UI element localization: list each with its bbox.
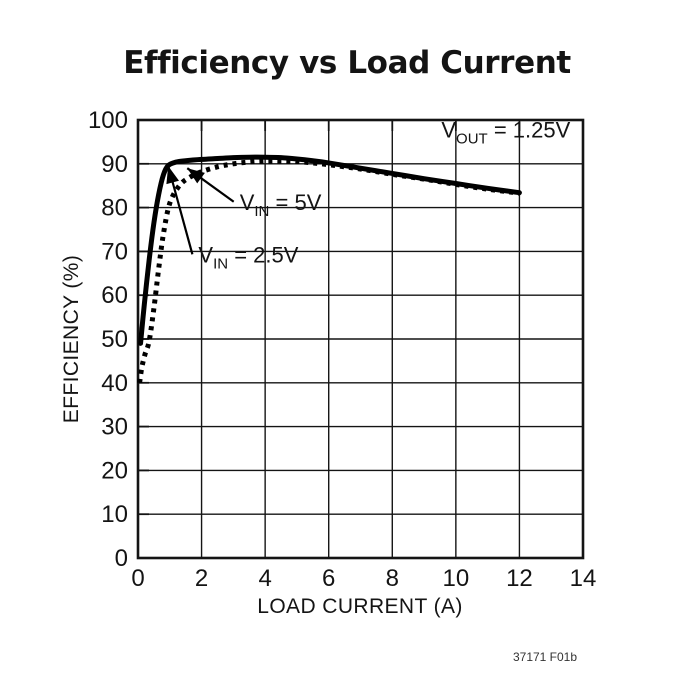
x-tick-label: 0 [131, 565, 144, 592]
page-title: Efficiency vs Load Current [123, 45, 571, 81]
x-tick-label: 8 [386, 565, 399, 592]
y-tick-label: 100 [88, 107, 128, 134]
annotation-arrowhead [166, 166, 179, 185]
annotation-vin5-label: VIN = 5V [186, 167, 322, 220]
x-tick-label: 10 [443, 565, 470, 592]
data-series-layer [137, 154, 522, 384]
annotation-layer: VOUT = 1.25V VIN = 5V VIN = 2.5V [166, 118, 571, 272]
x-tick-labels: 0 2 4 6 8 10 12 14 [131, 565, 596, 592]
grid-layer [138, 120, 583, 558]
x-tick-label: 14 [570, 565, 597, 592]
y-tick-label: 50 [101, 326, 128, 353]
annotation-label: VIN = 2.5V [198, 242, 298, 272]
series-curve-vin-5v [137, 158, 520, 384]
y-tick-label: 70 [101, 238, 128, 265]
x-tick-label: 4 [258, 565, 271, 592]
y-tick-label: 80 [101, 195, 128, 222]
annotation-arrowhead [187, 168, 205, 184]
x-axis-title: LOAD CURRENT (A) [257, 595, 463, 618]
y-tick-label: 40 [101, 370, 128, 397]
x-tick-label: 12 [506, 565, 533, 592]
figure-id-footer: 37171 F01b [513, 650, 577, 664]
y-tick-label: 10 [101, 501, 128, 528]
annotation-label: VOUT = 1.25V [441, 118, 570, 148]
annotation-vout-note: VOUT = 1.25V [441, 118, 570, 148]
annotation-label: VIN = 5V [240, 190, 322, 220]
y-tick-label: 60 [101, 282, 128, 309]
y-tick-label: 30 [101, 414, 128, 441]
y-axis-title: EFFICIENCY (%) [60, 255, 83, 424]
annotation-vin25-label: VIN = 2.5V [166, 165, 299, 272]
x-tick-label: 2 [195, 565, 208, 592]
y-tick-label: 0 [115, 545, 128, 572]
y-tick-label: 20 [101, 457, 128, 484]
tick-marks [137, 119, 584, 559]
x-tick-label: 6 [322, 565, 335, 592]
y-tick-label: 90 [101, 151, 128, 178]
y-tick-labels: 0 10 20 30 40 50 60 70 80 90 100 [88, 107, 128, 572]
